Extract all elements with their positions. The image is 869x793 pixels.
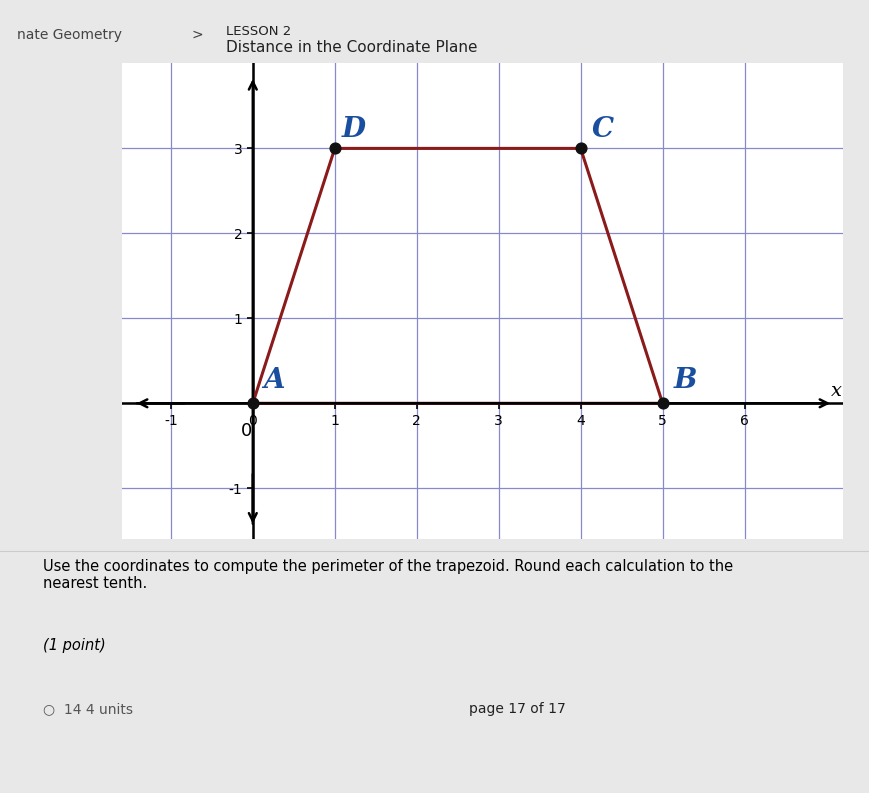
Text: x: x: [831, 382, 842, 400]
Text: 0: 0: [241, 422, 252, 440]
Text: LESSON 2: LESSON 2: [226, 25, 291, 38]
Text: ○  14 4 units: ○ 14 4 units: [43, 702, 134, 716]
Point: [574, 142, 587, 155]
Text: D: D: [342, 117, 366, 144]
Text: nate Geometry: nate Geometry: [17, 28, 123, 42]
Text: page 17 of 17: page 17 of 17: [469, 702, 566, 716]
Point: [246, 397, 260, 410]
Point: [655, 397, 669, 410]
Text: >: >: [191, 28, 202, 42]
Text: (1 point): (1 point): [43, 638, 106, 653]
Text: Use the coordinates to compute the perimeter of the trapezoid. Round each calcul: Use the coordinates to compute the perim…: [43, 559, 733, 592]
Text: B: B: [673, 367, 697, 394]
Text: C: C: [591, 117, 614, 144]
Text: A: A: [263, 367, 285, 394]
Text: Distance in the Coordinate Plane: Distance in the Coordinate Plane: [226, 40, 477, 55]
Point: [328, 142, 342, 155]
